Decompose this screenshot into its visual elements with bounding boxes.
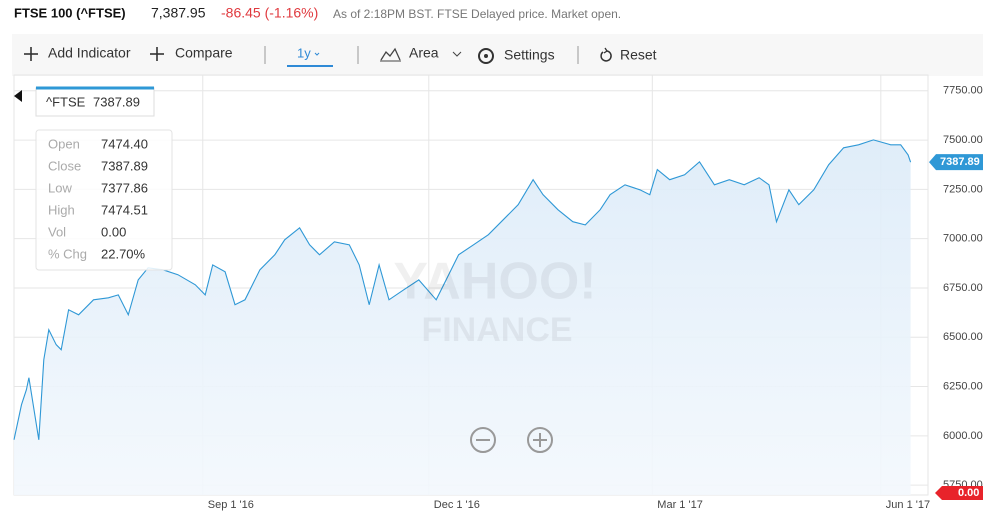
tooltip-symbol: ^FTSE — [46, 94, 86, 109]
stat-value: 22.70% — [101, 246, 146, 261]
stat-value: 0.00 — [101, 224, 126, 239]
price-line — [13, 139, 912, 440]
last-price-tag — [929, 154, 983, 171]
y-tick-label: 6750.00 — [943, 282, 983, 294]
volume-label: 0.00 — [958, 487, 979, 499]
tooltip-price: 7387.89 — [93, 94, 140, 109]
range-chevron — [314, 52, 320, 56]
last-price-label: 7387.89 — [940, 156, 980, 168]
settings-icon-dot — [484, 54, 488, 58]
stat-value: 7387.89 — [101, 158, 148, 173]
y-tick-label: 6000.00 — [943, 430, 983, 442]
y-tick-label: 6500.00 — [943, 331, 983, 343]
add-icon — [24, 47, 38, 61]
reset-icon-arrow — [603, 47, 608, 54]
volume-tag — [935, 486, 983, 500]
settings-button[interactable]: Settings — [504, 47, 555, 63]
compare-icon — [150, 47, 164, 61]
tooltip-box — [35, 87, 155, 117]
tooltip-arrow — [14, 90, 22, 102]
quote-change: -86.45 (-1.16%) — [221, 5, 318, 21]
watermark: FINANCE — [421, 311, 572, 349]
watermark: YAHOO! — [393, 253, 596, 311]
stats: Open 7474.40 Close 7387.89 Low 7377.86 High 747… — [48, 136, 148, 261]
settings-icon — [478, 48, 494, 64]
area-fill — [14, 139, 911, 495]
x-tick-label: Sep 1 '16 — [208, 499, 254, 511]
quote-price: 7,387.95 — [151, 5, 206, 21]
stat-label: Vol — [48, 224, 66, 239]
quote-title: FTSE 100 (^FTSE) — [14, 5, 126, 20]
zoom-controls[interactable] — [470, 427, 553, 453]
range-button[interactable]: 1y — [297, 45, 311, 60]
y-tick-label: 7500.00 — [943, 134, 983, 146]
axes: 5750.006000.006250.006500.006750.007000.… — [208, 85, 983, 511]
x-tick-label: Jun 1 '17 — [886, 499, 930, 511]
stat-label: High — [48, 202, 75, 217]
stat-label: % Chg — [48, 246, 87, 261]
x-tick-label: Mar 1 '17 — [657, 499, 703, 511]
chart-type-chevron — [452, 51, 462, 57]
plot — [13, 139, 912, 495]
x-tick-label: Dec 1 '16 — [434, 499, 480, 511]
stat-value: 7474.51 — [101, 202, 148, 217]
compare-button[interactable]: Compare — [175, 45, 233, 61]
chart-type-button[interactable]: Area — [409, 45, 439, 61]
y-tick-label: 7750.00 — [943, 85, 983, 97]
stat-label: Low — [48, 180, 72, 195]
stat-label: Open — [48, 136, 80, 151]
stat-value: 7377.86 — [101, 180, 148, 195]
stat-value: 7474.40 — [101, 136, 148, 151]
y-tick-label: 7250.00 — [943, 183, 983, 195]
y-tick-label: 7000.00 — [943, 233, 983, 245]
reset-icon — [600, 50, 612, 62]
reset-button[interactable]: Reset — [620, 47, 657, 63]
quote-status: As of 2:18PM BST. FTSE Delayed price. Ma… — [333, 7, 621, 21]
stats-panel — [35, 129, 173, 271]
y-tick-label: 6250.00 — [943, 380, 983, 392]
area-icon — [380, 47, 401, 61]
toolbar — [12, 34, 983, 76]
add-indicator-button[interactable]: Add Indicator — [48, 45, 131, 61]
stat-label: Close — [48, 158, 81, 173]
